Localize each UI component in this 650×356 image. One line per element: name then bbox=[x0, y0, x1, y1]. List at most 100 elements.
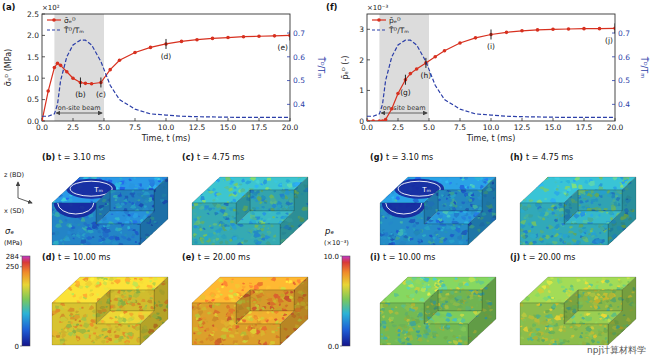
grain bbox=[275, 329, 278, 331]
grain bbox=[152, 282, 156, 286]
grain bbox=[109, 305, 113, 307]
grain bbox=[240, 331, 247, 336]
grain bbox=[92, 342, 95, 344]
beam-label: on-site beam bbox=[383, 104, 426, 112]
grain bbox=[158, 301, 161, 304]
grain bbox=[69, 328, 74, 332]
grain bbox=[91, 201, 94, 203]
grain bbox=[297, 290, 302, 294]
x-tick bbox=[290, 118, 291, 121]
grain bbox=[204, 206, 208, 210]
series-point bbox=[71, 76, 75, 80]
grain bbox=[273, 310, 279, 314]
grain bbox=[207, 179, 213, 183]
y2-tick-label: 0.6 bbox=[293, 53, 305, 62]
grain bbox=[279, 281, 284, 284]
grain bbox=[92, 310, 96, 314]
grain bbox=[115, 326, 119, 329]
series-point bbox=[226, 36, 230, 40]
x-tick bbox=[615, 118, 616, 121]
grain bbox=[95, 339, 98, 342]
grain bbox=[199, 237, 204, 242]
grain bbox=[209, 278, 214, 281]
grain bbox=[245, 240, 248, 243]
grain bbox=[243, 215, 247, 218]
grain bbox=[287, 222, 291, 225]
grain bbox=[131, 207, 135, 210]
grain bbox=[76, 336, 81, 342]
block-face bbox=[192, 203, 280, 245]
grain bbox=[64, 237, 71, 242]
grain bbox=[262, 309, 266, 312]
grain bbox=[126, 289, 132, 293]
grain bbox=[281, 287, 286, 290]
grain bbox=[162, 178, 164, 180]
grain bbox=[239, 210, 245, 214]
grain bbox=[100, 310, 105, 314]
series-point bbox=[211, 37, 215, 41]
grain bbox=[98, 315, 102, 318]
grain bbox=[224, 186, 230, 190]
grain bbox=[122, 215, 125, 217]
grain bbox=[126, 311, 129, 313]
grain bbox=[115, 316, 117, 318]
grain bbox=[152, 221, 155, 223]
series-point bbox=[56, 61, 60, 65]
grain bbox=[255, 305, 259, 308]
snapshot-label: (c)t = 4.75 ms bbox=[182, 153, 244, 162]
x-tick-label: 10.0 bbox=[158, 123, 175, 132]
series-point bbox=[59, 64, 63, 68]
grain bbox=[205, 328, 209, 331]
grain bbox=[219, 209, 225, 214]
grain bbox=[151, 323, 154, 325]
grain bbox=[193, 296, 198, 300]
grain bbox=[257, 215, 260, 217]
grain bbox=[200, 295, 205, 299]
grain bbox=[301, 207, 307, 211]
grain bbox=[197, 339, 201, 341]
melt-contour bbox=[58, 192, 94, 214]
grain bbox=[103, 233, 109, 238]
grain bbox=[295, 321, 298, 324]
grain bbox=[73, 238, 75, 240]
grain bbox=[86, 241, 92, 245]
grain bbox=[233, 293, 237, 297]
grain bbox=[95, 290, 100, 294]
grain bbox=[62, 306, 68, 309]
legend-marker bbox=[377, 18, 381, 22]
grain bbox=[97, 282, 102, 286]
grain bbox=[99, 335, 102, 337]
series-point bbox=[46, 89, 50, 93]
grain bbox=[101, 328, 108, 331]
grain bbox=[150, 181, 152, 183]
grain bbox=[247, 219, 251, 222]
grain bbox=[283, 322, 289, 326]
series-point bbox=[443, 49, 447, 53]
grain bbox=[102, 216, 107, 220]
grain bbox=[298, 178, 302, 181]
grain bbox=[228, 215, 231, 217]
grain bbox=[145, 233, 150, 236]
block-face bbox=[250, 190, 294, 211]
grain bbox=[98, 239, 102, 243]
grain bbox=[90, 331, 93, 334]
grain bbox=[150, 311, 155, 316]
grain bbox=[134, 279, 138, 282]
x-axis-label: Time, t (ms) bbox=[141, 134, 191, 143]
grain bbox=[296, 313, 300, 317]
series-point bbox=[371, 119, 375, 121]
grain bbox=[123, 327, 128, 330]
grain bbox=[212, 207, 215, 210]
grain bbox=[133, 207, 137, 209]
y-tick-label: 1 bbox=[359, 86, 364, 95]
grain bbox=[117, 209, 119, 212]
grain bbox=[274, 180, 278, 183]
grain bbox=[276, 217, 279, 219]
background bbox=[0, 0, 650, 356]
grain bbox=[242, 283, 245, 285]
grain bbox=[285, 281, 288, 283]
grain bbox=[254, 315, 259, 320]
x-tick bbox=[522, 118, 523, 121]
grain bbox=[190, 295, 195, 298]
grain bbox=[282, 232, 287, 235]
